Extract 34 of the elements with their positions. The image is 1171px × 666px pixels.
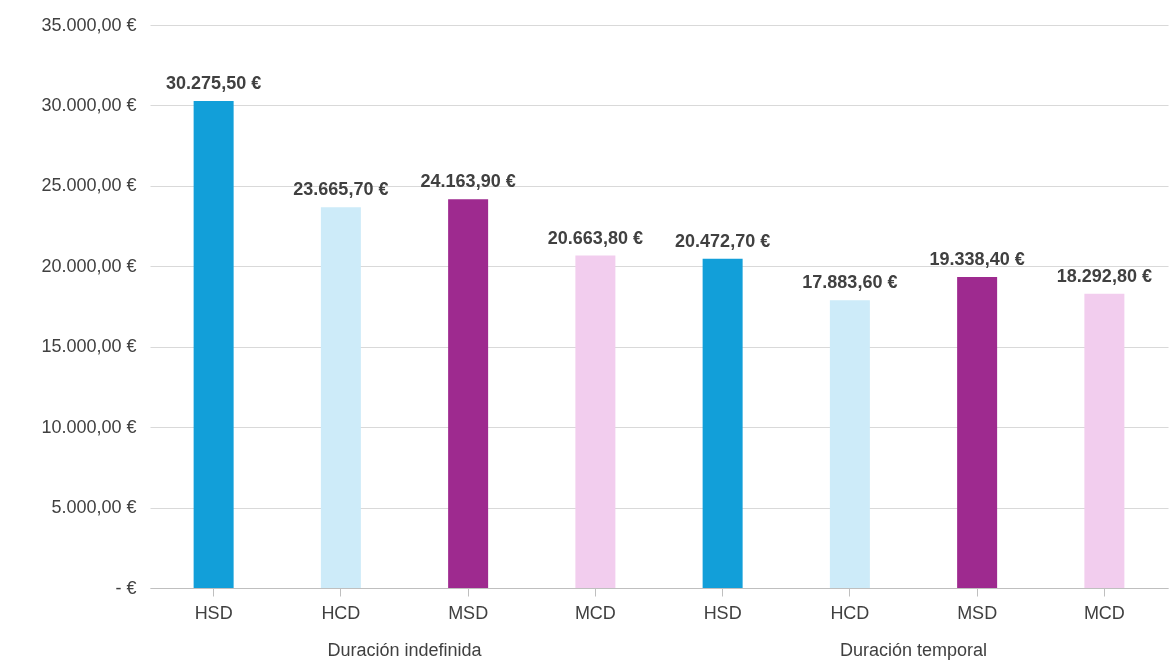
bar — [957, 276, 998, 588]
data-label: 20.663,80 € — [547, 227, 643, 248]
x-tick-label: HCD — [321, 602, 361, 623]
x-tick-label: HCD — [830, 602, 870, 623]
y-tick-label: 35.000,00 € — [41, 14, 137, 35]
y-tick-label: 20.000,00 € — [41, 255, 137, 276]
y-tick-label: 30.000,00 € — [41, 94, 137, 115]
bar — [448, 199, 489, 588]
y-tick-label: - € — [115, 577, 137, 598]
data-label: 23.665,70 € — [293, 179, 389, 200]
text: Duración temporal — [839, 640, 988, 660]
bar — [193, 101, 234, 588]
x-tick-label: MCD — [1083, 602, 1125, 623]
x-tick-label: MCD — [574, 602, 616, 623]
x-tick-label: HSD — [194, 602, 233, 623]
text: Duración indefinida — [327, 640, 483, 660]
bar — [1084, 293, 1125, 588]
bar — [829, 300, 870, 588]
y-tick-label: 10.000,00 € — [41, 416, 137, 437]
data-label: 18.292,80 € — [1056, 265, 1152, 286]
data-label: 24.163,90 € — [420, 171, 516, 192]
data-label: 20.472,70 € — [675, 230, 771, 251]
y-tick-label: 15.000,00 € — [41, 336, 137, 357]
y-tick-label: 25.000,00 € — [41, 175, 137, 196]
bar — [702, 258, 743, 588]
bar — [320, 207, 361, 588]
bar — [575, 255, 616, 588]
x-tick-label: HSD — [703, 602, 742, 623]
data-label: 30.275,50 € — [166, 73, 262, 93]
x-tick-label: MSD — [957, 602, 998, 623]
x-tick-label: MSD — [448, 602, 489, 623]
y-tick-label: 5.000,00 € — [51, 497, 137, 518]
data-label: 19.338,40 € — [929, 248, 1025, 269]
data-label: 17.883,60 € — [802, 272, 898, 293]
